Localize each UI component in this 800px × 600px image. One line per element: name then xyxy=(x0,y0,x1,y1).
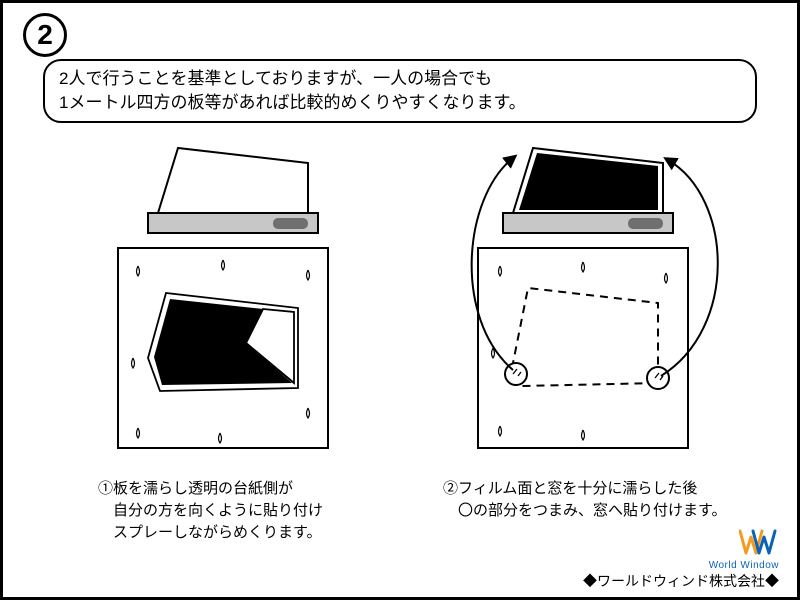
right-caption: ②フィルム面と窓を十分に濡らした後 〇の部分をつまみ、窓へ貼り付けます。 xyxy=(443,478,727,522)
company-logo-icon xyxy=(739,529,779,560)
header-note-line1: 2人で行うことを基準としておりますが、一人の場合でも xyxy=(59,67,741,91)
header-note-line2: 1メートル四方の板等があれば比較的めくりやすくなります。 xyxy=(59,91,741,115)
logo-text: World Window xyxy=(583,560,779,571)
step-number: 2 xyxy=(37,19,53,51)
header-note: 2人で行うことを基準としておりますが、一人の場合でも 1メートル四方の板等があれ… xyxy=(43,59,757,123)
left-caption: ①板を濡らし透明の台紙側が 自分の方を向くように貼り付け スプレーしながらめくり… xyxy=(98,478,323,543)
right-illustration xyxy=(433,138,773,468)
footer-company: ◆ワールドウィンド株式会社◆ xyxy=(583,571,779,591)
panel-left: ①板を濡らし透明の台紙側が 自分の方を向くように貼り付け スプレーしながらめくり… xyxy=(78,138,388,473)
left-illustration xyxy=(78,138,388,468)
step-number-badge: 2 xyxy=(23,13,67,57)
panel-right: ②フィルム面と窓を十分に濡らした後 〇の部分をつまみ、窓へ貼り付けます。 xyxy=(433,138,743,473)
footer: World Window ◆ワールドウィンド株式会社◆ xyxy=(583,529,779,591)
